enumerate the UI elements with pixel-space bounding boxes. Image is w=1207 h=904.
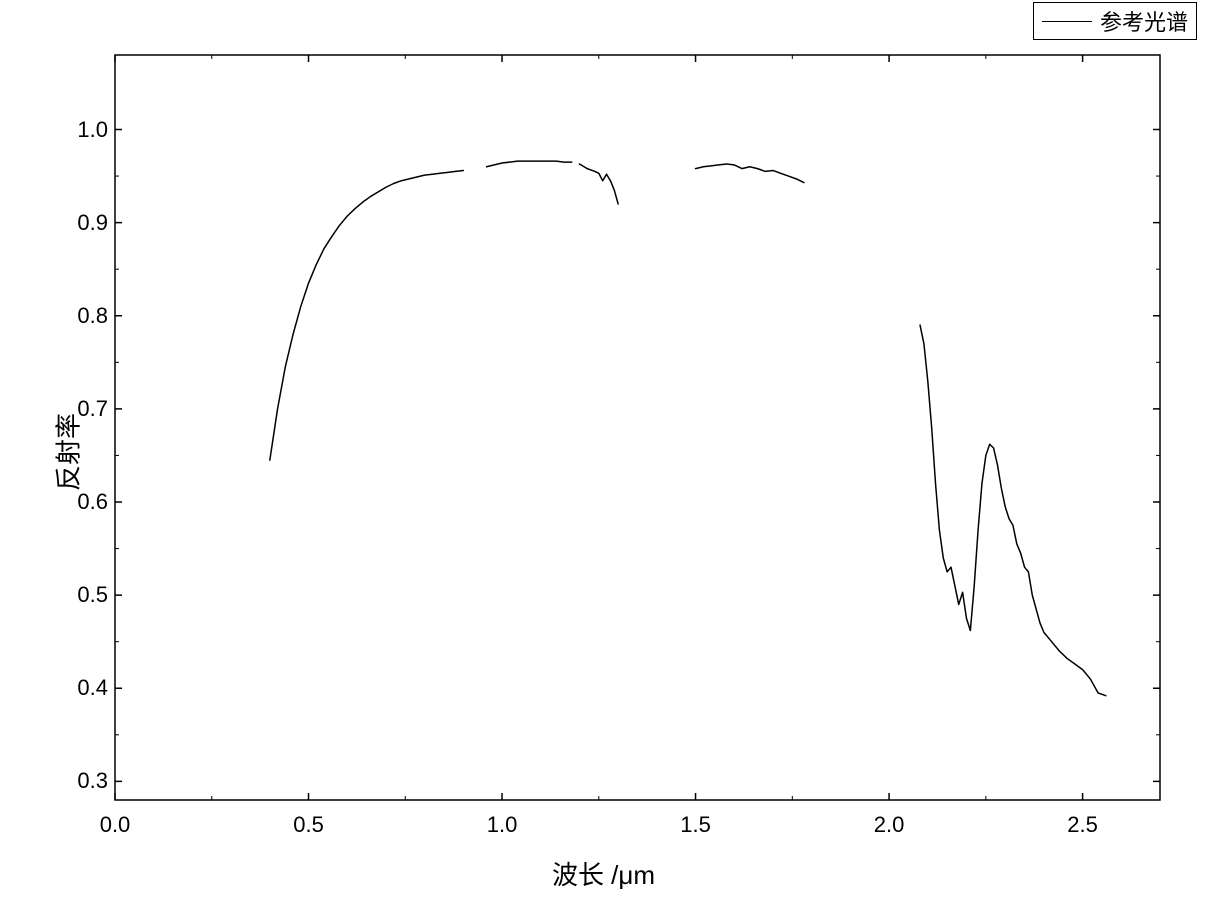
- x-tick-label: 2.0: [874, 812, 905, 838]
- y-tick-label: 0.6: [77, 489, 108, 515]
- y-tick-label: 0.3: [77, 768, 108, 794]
- x-tick-label: 0.5: [293, 812, 324, 838]
- x-tick-label: 2.5: [1067, 812, 1098, 838]
- y-tick-label: 0.9: [77, 210, 108, 236]
- y-tick-label: 0.5: [77, 582, 108, 608]
- x-tick-label: 0.0: [100, 812, 131, 838]
- y-tick-label: 1.0: [77, 117, 108, 143]
- y-tick-label: 0.4: [77, 675, 108, 701]
- spectrum-chart: [0, 0, 1207, 904]
- y-tick-label: 0.7: [77, 396, 108, 422]
- x-tick-label: 1.5: [680, 812, 711, 838]
- y-tick-label: 0.8: [77, 303, 108, 329]
- x-tick-label: 1.0: [487, 812, 518, 838]
